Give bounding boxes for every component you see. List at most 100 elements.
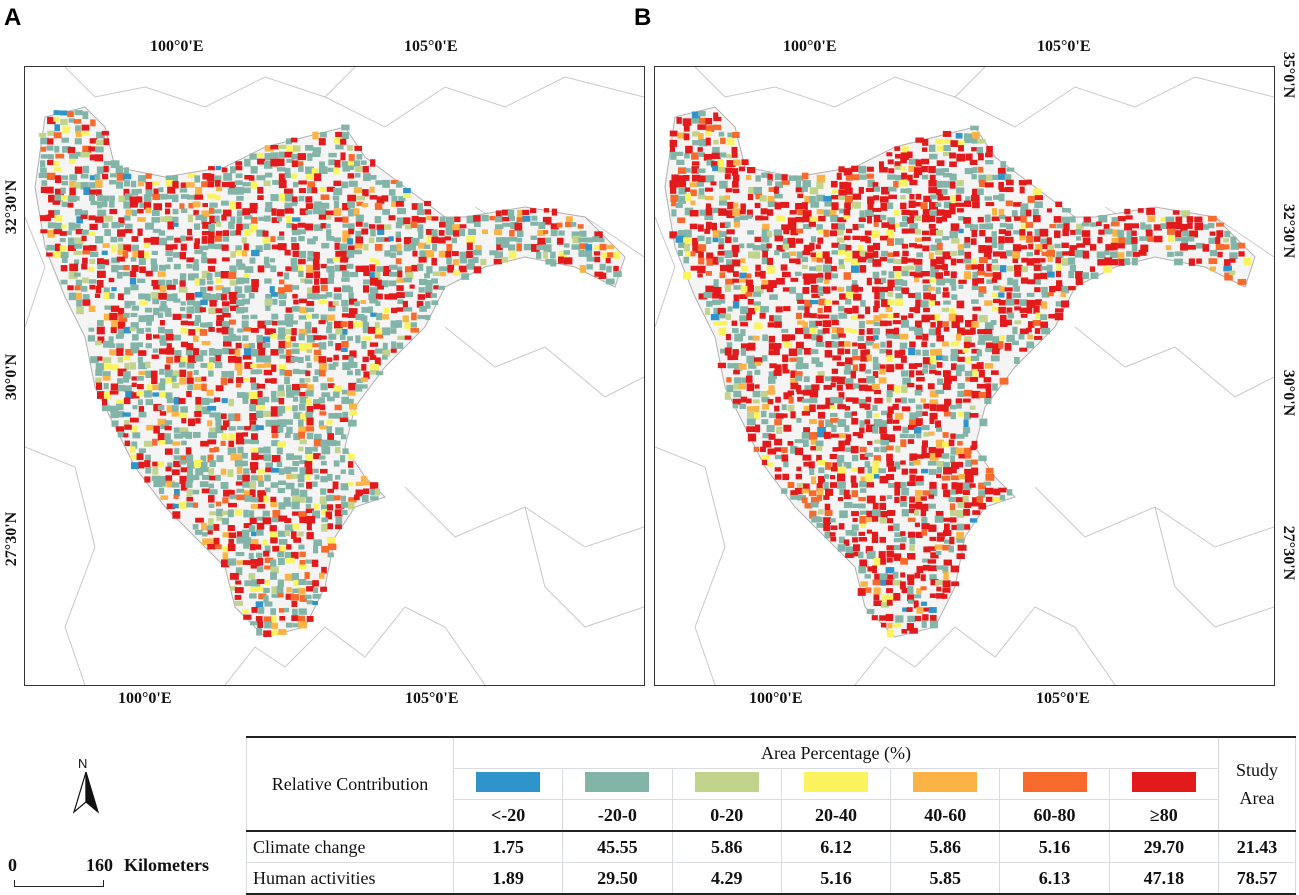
raster-cell — [151, 279, 159, 287]
raster-cell — [948, 497, 958, 502]
raster-cell — [494, 216, 504, 223]
raster-cell — [481, 229, 488, 234]
raster-cell — [885, 567, 895, 574]
raster-cell — [104, 229, 111, 237]
raster-cell — [108, 343, 116, 348]
raster-cell — [809, 404, 816, 413]
raster-cell — [859, 250, 867, 256]
raster-cell — [264, 487, 271, 493]
raster-cell — [963, 217, 971, 224]
raster-cell — [402, 315, 409, 323]
raster-cell — [901, 172, 908, 180]
raster-cell — [781, 488, 788, 494]
raster-cell — [1076, 223, 1084, 230]
raster-cell — [74, 182, 83, 189]
raster-cell — [726, 138, 735, 146]
raster-cell — [172, 503, 181, 509]
raster-cell — [82, 257, 88, 264]
raster-cell — [46, 145, 54, 151]
raster-cell — [424, 301, 431, 309]
raster-cell — [710, 313, 720, 321]
raster-cell — [888, 483, 896, 488]
raster-cell — [530, 221, 539, 226]
raster-cell — [872, 259, 882, 267]
raster-cell — [697, 224, 704, 232]
raster-cell — [983, 377, 992, 383]
raster-cell — [852, 397, 859, 404]
raster-cell — [425, 292, 433, 298]
raster-cell — [370, 488, 378, 496]
raster-cell — [935, 452, 942, 458]
raster-cell — [852, 349, 858, 356]
raster-cell — [914, 228, 921, 235]
raster-cell — [873, 594, 880, 601]
raster-cell — [1145, 229, 1153, 237]
raster-cell — [956, 497, 964, 503]
raster-cell — [228, 348, 238, 355]
raster-cell — [999, 286, 1006, 293]
raster-cell — [265, 201, 273, 209]
raster-cell — [1026, 292, 1035, 297]
raster-cell — [321, 545, 330, 553]
raster-cell — [145, 454, 151, 463]
raster-cell — [984, 182, 994, 188]
raster-cell — [242, 474, 250, 483]
raster-cell — [739, 294, 748, 299]
raster-cell — [187, 418, 196, 427]
raster-cell — [207, 243, 215, 249]
raster-cell — [270, 608, 276, 615]
raster-cell — [88, 231, 96, 236]
raster-cell — [69, 180, 77, 187]
value-cell: 29.50 — [562, 862, 673, 895]
panel-b-map — [654, 66, 1275, 686]
raster-cell — [327, 306, 336, 312]
raster-cell — [928, 180, 937, 187]
raster-cell — [887, 525, 896, 531]
raster-cell — [328, 159, 336, 166]
raster-cell — [922, 138, 929, 146]
raster-cell — [264, 378, 273, 383]
raster-cell — [866, 354, 873, 362]
raster-cell — [892, 571, 899, 579]
raster-cell — [727, 264, 734, 273]
raster-cell — [950, 140, 959, 147]
raster-cell — [790, 490, 799, 496]
raster-cell — [958, 145, 964, 152]
raster-cell — [920, 586, 927, 591]
raster-cell — [914, 306, 921, 314]
raster-cell — [388, 280, 397, 287]
raster-cell — [174, 355, 182, 363]
raster-cell — [284, 167, 291, 175]
raster-cell — [894, 279, 904, 286]
raster-cell — [150, 370, 158, 379]
raster-cell — [942, 370, 951, 377]
raster-cell — [706, 270, 712, 276]
raster-cell — [969, 224, 979, 231]
raster-cell — [804, 385, 813, 392]
legend-swatch — [585, 771, 650, 792]
raster-cell — [320, 504, 328, 511]
raster-cell — [117, 250, 127, 255]
raster-cell — [207, 258, 217, 264]
raster-cell — [773, 186, 779, 194]
raster-cell — [152, 384, 159, 391]
raster-cell — [895, 615, 904, 623]
raster-cell — [943, 489, 951, 498]
raster-cell — [753, 405, 760, 413]
boundary-line — [324, 76, 644, 128]
raster-cell — [332, 195, 340, 201]
raster-cell — [1180, 223, 1188, 232]
raster-cell — [230, 586, 237, 591]
raster-cell — [325, 214, 332, 220]
raster-cell — [921, 271, 930, 277]
raster-cell — [753, 301, 761, 307]
raster-cell — [124, 424, 132, 430]
raster-cell — [417, 224, 424, 232]
raster-cell — [271, 313, 279, 320]
raster-cell — [801, 497, 808, 504]
raster-cell — [936, 216, 943, 224]
legend-swatch-cell — [562, 768, 673, 800]
raster-cell — [235, 335, 242, 341]
raster-cell — [950, 348, 959, 357]
raster-cell — [298, 315, 307, 320]
